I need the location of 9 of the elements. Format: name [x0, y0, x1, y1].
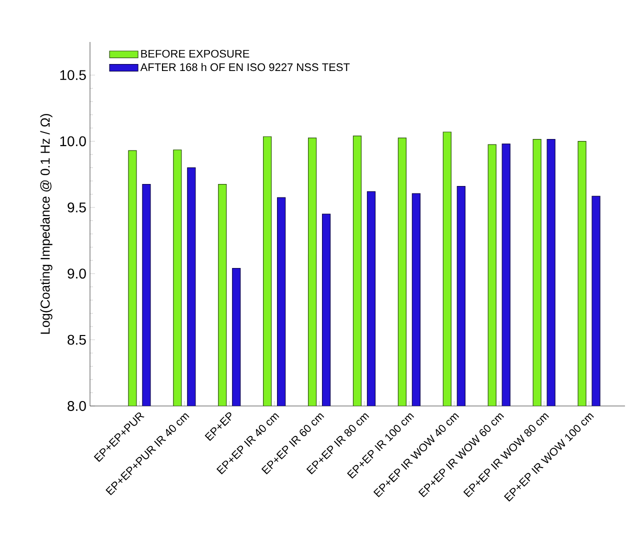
y-tick-label: 10.5 [60, 70, 86, 80]
legend-label: AFTER 168 h OF EN ISO 9227 NSS TEST [140, 63, 350, 72]
legend-label: BEFORE EXPOSURE [141, 50, 250, 58]
y-tick-label: 10.0 [60, 136, 86, 146]
y-tick-label: 9.5 [68, 202, 86, 212]
y-tick-label: 8.5 [68, 334, 86, 345]
y-tick-label: 8.0 [68, 401, 86, 411]
y-tick-label: 9.0 [68, 268, 86, 279]
y-axis-title: Log(Coating Impedance @ 0.1 Hz / Ω) [40, 114, 52, 334]
